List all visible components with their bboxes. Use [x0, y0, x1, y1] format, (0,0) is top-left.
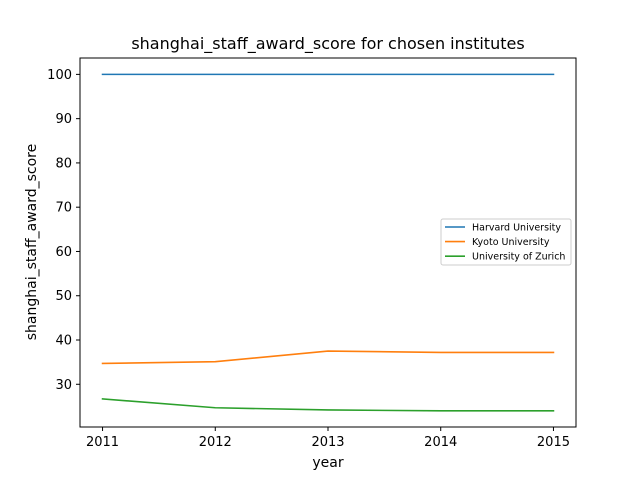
- chart-title: shanghai_staff_award_score for chosen in…: [131, 34, 524, 54]
- legend-label-2: University of Zurich: [472, 252, 565, 263]
- y-tick-label: 80: [55, 156, 72, 171]
- y-tick-label: 30: [55, 378, 72, 393]
- y-tick-label: 50: [55, 289, 72, 304]
- series-line-2: [101, 398, 555, 412]
- plot-lines: [101, 73, 555, 412]
- y-tick-label: 100: [47, 68, 72, 83]
- y-tick-label: 60: [55, 245, 72, 260]
- x-tick-label: 2013: [311, 435, 344, 450]
- legend-label-0: Harvard University: [472, 222, 561, 233]
- x-tick-label: 2011: [86, 435, 119, 450]
- y-tick-label: 40: [55, 334, 72, 349]
- y-axis: 30 40 50 60 70 80 90 100: [47, 68, 80, 393]
- x-tick-label: 2015: [537, 435, 570, 450]
- y-tick-label: 70: [55, 201, 72, 216]
- x-tick-label: 2012: [199, 435, 232, 450]
- x-tick-label: 2014: [424, 435, 457, 450]
- series-line-1: [101, 350, 555, 365]
- legend-box: [440, 218, 572, 266]
- y-axis-label: shanghai_staff_award_score: [24, 144, 40, 340]
- y-tick-label: 90: [55, 112, 72, 127]
- x-axis-label: year: [312, 455, 343, 471]
- legend: Harvard University Kyoto University Univer…: [440, 218, 572, 266]
- x-axis: 2011 2012 2013 2014 2015: [86, 427, 570, 450]
- legend-label-1: Kyoto University: [472, 237, 550, 248]
